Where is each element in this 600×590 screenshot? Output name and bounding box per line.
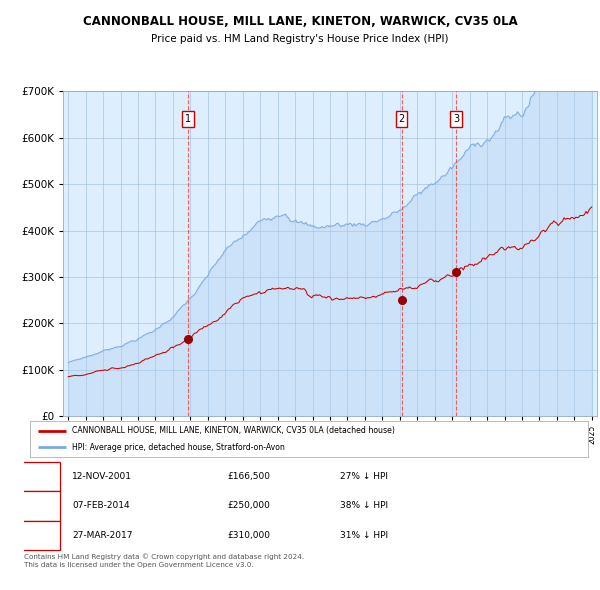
FancyBboxPatch shape <box>21 520 59 550</box>
Text: 3: 3 <box>37 530 43 540</box>
Text: CANNONBALL HOUSE, MILL LANE, KINETON, WARWICK, CV35 0LA: CANNONBALL HOUSE, MILL LANE, KINETON, WA… <box>83 15 517 28</box>
Text: 2: 2 <box>38 502 43 510</box>
Text: CANNONBALL HOUSE, MILL LANE, KINETON, WARWICK, CV35 0LA (detached house): CANNONBALL HOUSE, MILL LANE, KINETON, WA… <box>72 426 395 435</box>
Text: £310,000: £310,000 <box>227 530 270 540</box>
Text: 27% ↓ HPI: 27% ↓ HPI <box>340 472 388 481</box>
Text: £166,500: £166,500 <box>227 472 270 481</box>
Text: 31% ↓ HPI: 31% ↓ HPI <box>340 530 388 540</box>
Text: Price paid vs. HM Land Registry's House Price Index (HPI): Price paid vs. HM Land Registry's House … <box>151 34 449 44</box>
Text: HPI: Average price, detached house, Stratford-on-Avon: HPI: Average price, detached house, Stra… <box>72 443 285 452</box>
FancyBboxPatch shape <box>21 491 59 520</box>
Text: 38% ↓ HPI: 38% ↓ HPI <box>340 502 388 510</box>
Text: £250,000: £250,000 <box>227 502 270 510</box>
Text: 07-FEB-2014: 07-FEB-2014 <box>72 502 130 510</box>
FancyBboxPatch shape <box>21 462 59 491</box>
Text: 1: 1 <box>37 472 43 481</box>
Text: Contains HM Land Registry data © Crown copyright and database right 2024.
This d: Contains HM Land Registry data © Crown c… <box>24 553 304 568</box>
Text: 1: 1 <box>185 114 191 124</box>
Text: 12-NOV-2001: 12-NOV-2001 <box>72 472 132 481</box>
Text: 27-MAR-2017: 27-MAR-2017 <box>72 530 133 540</box>
Text: 3: 3 <box>453 114 459 124</box>
Text: 2: 2 <box>398 114 404 124</box>
